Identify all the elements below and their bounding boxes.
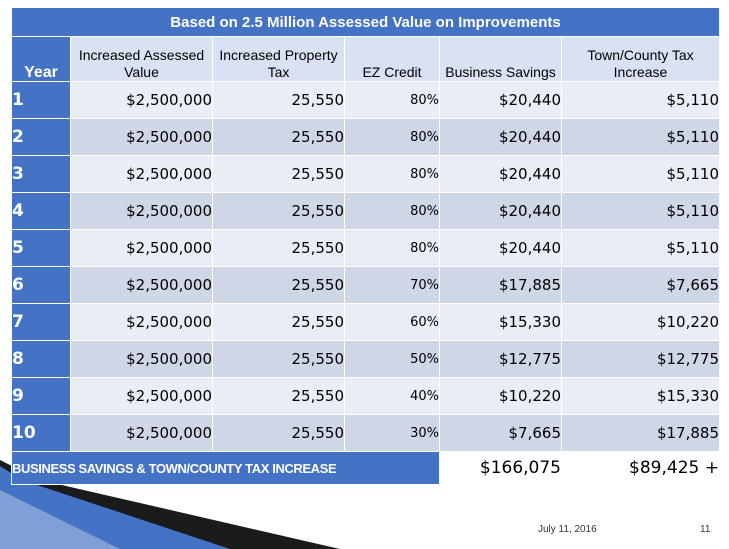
footer-date: July 11, 2016 [538,524,597,535]
property-tax-cell: 25,550 [212,118,345,156]
property-tax-cell: 25,550 [212,303,345,341]
assessed-value-cell: $2,500,000 [70,303,213,341]
year-cell: 4 [11,192,71,230]
table-row: 4 $2,500,000 25,550 80% $20,440 $5,110 [11,192,720,230]
total-town-county-increase: $89,425 + [561,451,720,485]
ez-credit-cell: 50% [344,340,440,378]
year-cell: 8 [11,340,71,378]
header-business-savings: Business Savings [439,36,562,82]
property-tax-cell: 25,550 [212,229,345,267]
property-tax-cell: 25,550 [212,377,345,415]
assessed-value-cell: $2,500,000 [70,414,213,452]
assessed-value-cell: $2,500,000 [70,192,213,230]
header-property-tax: Increased Property Tax [212,36,345,82]
property-tax-cell: 25,550 [212,340,345,378]
table-row: 8 $2,500,000 25,550 50% $12,775 $12,775 [11,340,720,378]
header-assessed-value: Increased Assessed Value [70,36,213,82]
header-year: Year [11,36,71,82]
business-savings-cell: $15,330 [439,303,562,341]
year-cell: 7 [11,303,71,341]
ez-credit-cell: 80% [344,155,440,193]
table-row: 9 $2,500,000 25,550 40% $10,220 $15,330 [11,377,720,415]
ez-credit-cell: 80% [344,118,440,156]
table-row: 1 $2,500,000 25,550 80% $20,440 $5,110 [11,81,720,119]
table-row: 5 $2,500,000 25,550 80% $20,440 $5,110 [11,229,720,267]
town-county-increase-cell: $5,110 [561,229,720,267]
business-savings-cell: $20,440 [439,155,562,193]
assessed-value-cell: $2,500,000 [70,155,213,193]
ez-credit-cell: 70% [344,266,440,304]
page-number: 11 [700,524,711,535]
year-cell: 3 [11,155,71,193]
year-cell: 2 [11,118,71,156]
town-county-increase-cell: $7,665 [561,266,720,304]
business-savings-cell: $12,775 [439,340,562,378]
table-row: 6 $2,500,000 25,550 70% $17,885 $7,665 [11,266,720,304]
table-row: 2 $2,500,000 25,550 80% $20,440 $5,110 [11,118,720,156]
table-row: 10 $2,500,000 25,550 30% $7,665 $17,885 [11,414,720,452]
table-header-row: Year Increased Assessed Value Increased … [11,36,720,82]
year-cell: 5 [11,229,71,267]
business-savings-cell: $20,440 [439,192,562,230]
assessed-value-cell: $2,500,000 [70,118,213,156]
assessed-value-cell: $2,500,000 [70,229,213,267]
year-cell: 6 [11,266,71,304]
property-tax-cell: 25,550 [212,266,345,304]
property-tax-cell: 25,550 [212,81,345,119]
ez-credit-cell: 30% [344,414,440,452]
business-savings-cell: $20,440 [439,118,562,156]
totals-label: BUSINESS SAVINGS & TOWN/COUNTY TAX INCRE… [11,451,440,485]
ez-credit-cell: 80% [344,229,440,267]
assessed-value-cell: $2,500,000 [70,81,213,119]
table-title: Based on 2.5 Million Assessed Value on I… [11,7,720,37]
year-cell: 1 [11,81,71,119]
business-savings-cell: $17,885 [439,266,562,304]
property-tax-cell: 25,550 [212,192,345,230]
ez-credit-cell: 40% [344,377,440,415]
business-savings-cell: $10,220 [439,377,562,415]
totals-row: BUSINESS SAVINGS & TOWN/COUNTY TAX INCRE… [11,451,720,485]
year-cell: 10 [11,414,71,452]
table-body: 1 $2,500,000 25,550 80% $20,440 $5,110 2 $2,500… [11,81,720,452]
header-town-county-increase: Town/County Tax Increase [561,36,720,82]
town-county-increase-cell: $5,110 [561,118,720,156]
assessment-table: Based on 2.5 Million Assessed Value on I… [11,7,720,485]
total-business-savings: $166,075 [439,451,562,485]
town-county-increase-cell: $5,110 [561,155,720,193]
decorative-corner-shape [0,460,340,549]
ez-credit-cell: 80% [344,81,440,119]
header-ez-credit: EZ Credit [344,36,440,82]
year-cell: 9 [11,377,71,415]
business-savings-cell: $7,665 [439,414,562,452]
town-county-increase-cell: $15,330 [561,377,720,415]
business-savings-cell: $20,440 [439,81,562,119]
table-row: 3 $2,500,000 25,550 80% $20,440 $5,110 [11,155,720,193]
property-tax-cell: 25,550 [212,414,345,452]
town-county-increase-cell: $5,110 [561,81,720,119]
town-county-increase-cell: $10,220 [561,303,720,341]
assessed-value-cell: $2,500,000 [70,377,213,415]
property-tax-cell: 25,550 [212,155,345,193]
town-county-increase-cell: $5,110 [561,192,720,230]
table-title-row: Based on 2.5 Million Assessed Value on I… [11,7,720,37]
assessed-value-cell: $2,500,000 [70,340,213,378]
business-savings-cell: $20,440 [439,229,562,267]
ez-credit-cell: 60% [344,303,440,341]
town-county-increase-cell: $12,775 [561,340,720,378]
town-county-increase-cell: $17,885 [561,414,720,452]
assessed-value-cell: $2,500,000 [70,266,213,304]
ez-credit-cell: 80% [344,192,440,230]
table-row: 7 $2,500,000 25,550 60% $15,330 $10,220 [11,303,720,341]
